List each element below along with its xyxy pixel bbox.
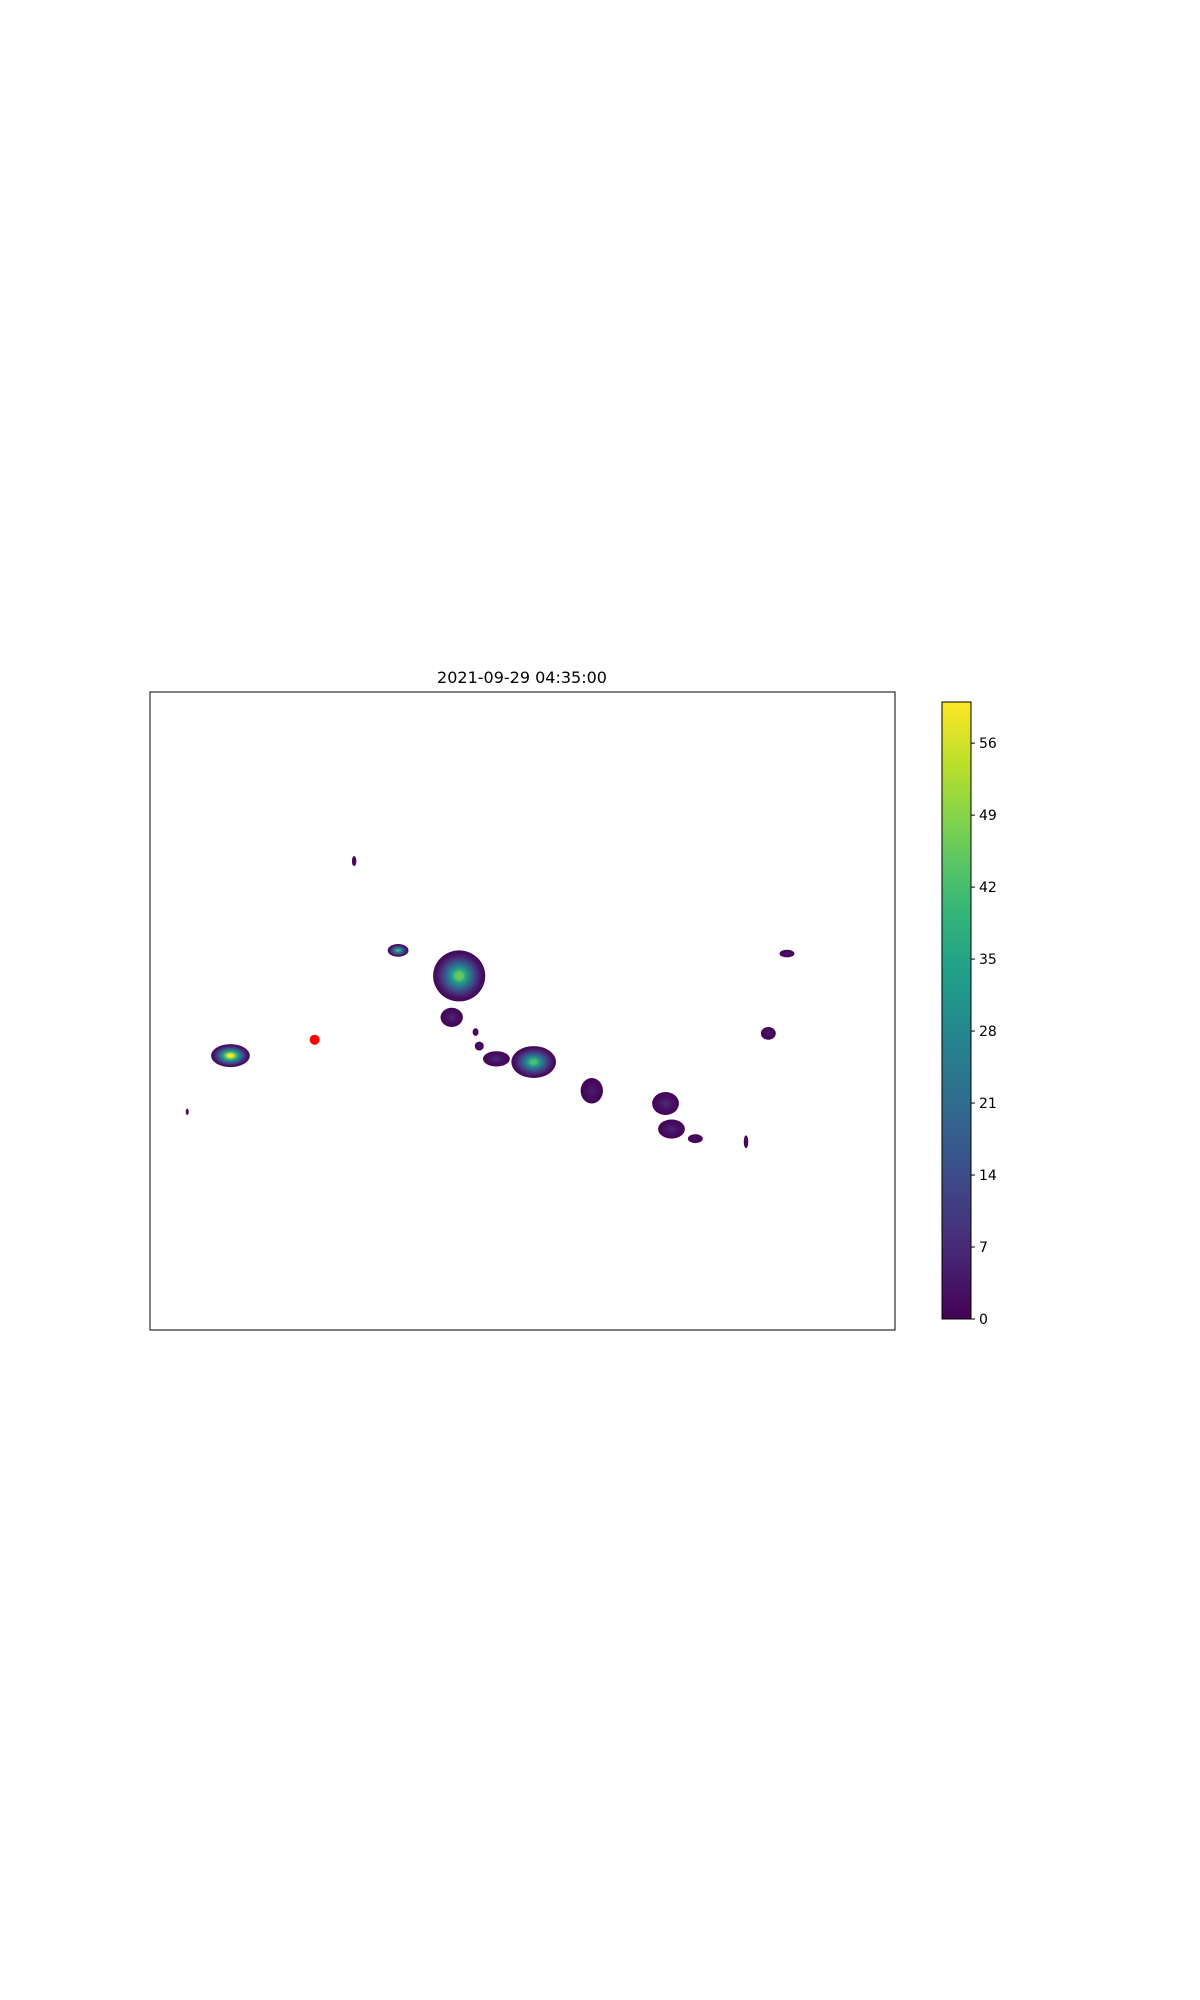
rain-cell (511, 1046, 557, 1078)
rain-cell (474, 1041, 484, 1051)
heatmap-cells (185, 855, 795, 1149)
colorbar-tick-label: 56 (979, 736, 997, 752)
rain-cell (440, 1007, 463, 1027)
colorbar-frame (941, 701, 972, 1320)
rain-cell (483, 1051, 510, 1067)
colorbar-tick-label: 42 (979, 880, 997, 896)
rain-cell (743, 1135, 749, 1149)
colorbar-ticks: 0 7 14 21 28 35 42 49 56 (971, 736, 997, 1328)
rain-cell (760, 1026, 776, 1040)
chart-title: 2021-09-29 04:35:00 (437, 668, 607, 687)
colorbar-tick-label: 49 (979, 808, 997, 824)
colorbar-tick-label: 21 (979, 1096, 997, 1112)
rain-cell (580, 1077, 603, 1104)
rain-cell (472, 1028, 479, 1036)
rain-cell (652, 1092, 679, 1115)
colorbar: 0 7 14 21 28 35 42 49 56 (941, 701, 997, 1328)
colorbar-gradient (942, 702, 971, 1319)
plot-frame (149, 691, 896, 1331)
rain-cell (658, 1119, 685, 1139)
plot-area (149, 691, 896, 1331)
marker-layer (309, 1034, 320, 1045)
location-marker (309, 1034, 320, 1045)
colorbar-tick-label: 0 (979, 1312, 988, 1328)
rain-cell (185, 1108, 189, 1115)
colorbar-tick-label: 28 (979, 1024, 997, 1040)
colorbar-tick-label: 14 (979, 1168, 997, 1184)
plot-background (150, 692, 895, 1330)
rain-cell (779, 949, 795, 958)
colorbar-tick-label: 7 (979, 1240, 988, 1256)
rain-cell (433, 950, 486, 1002)
rain-cell (351, 855, 357, 867)
rain-cell (387, 944, 409, 957)
rain-cell (687, 1134, 703, 1144)
colorbar-tick-label: 35 (979, 952, 997, 968)
rain-cell (211, 1044, 250, 1068)
